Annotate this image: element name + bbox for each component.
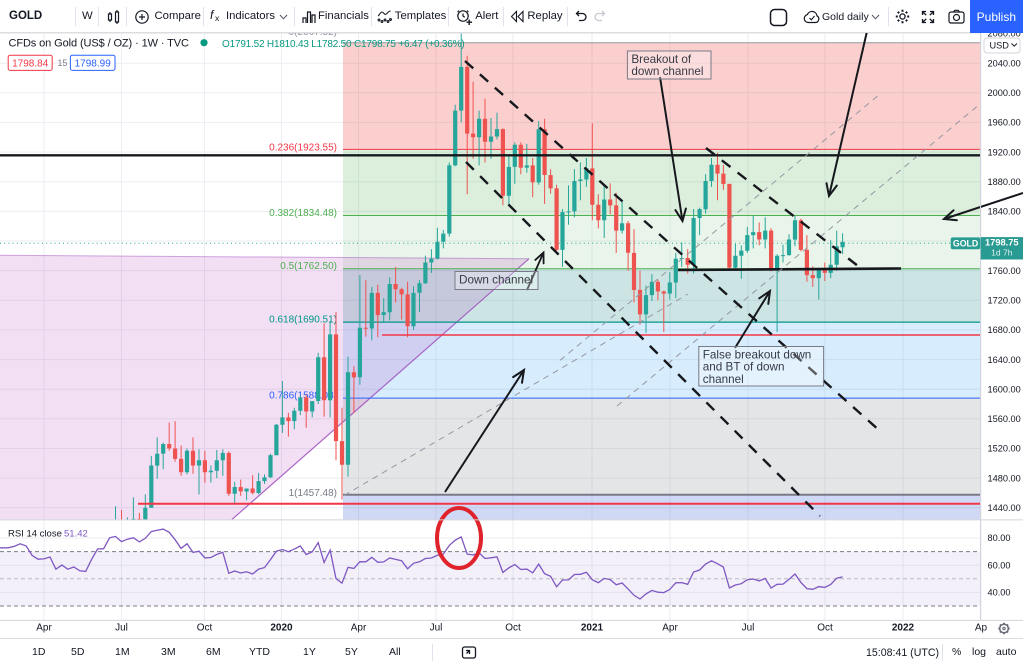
svg-text:1798.84: 1798.84 [12,58,49,69]
svg-text:40.00: 40.00 [988,588,1011,598]
svg-text:0.786(1588.03): 0.786(1588.03) [269,390,337,401]
svg-text:1440.00: 1440.00 [988,503,1021,513]
svg-text:False breakout down: False breakout down [703,348,812,361]
svg-text:2020: 2020 [270,623,293,634]
svg-text:1960.00: 1960.00 [988,118,1021,128]
svg-text:1760.00: 1760.00 [988,266,1021,276]
svg-text:Oct: Oct [197,623,213,634]
svg-text:15: 15 [58,58,68,68]
svg-text:Jul: Jul [115,623,128,634]
svg-text:0.618(1690.51): 0.618(1690.51) [269,314,337,325]
svg-text:1880.00: 1880.00 [988,177,1021,187]
svg-text:2021: 2021 [581,623,604,634]
svg-text:Jul: Jul [430,623,443,634]
svg-text:1480.00: 1480.00 [988,473,1021,483]
svg-text:Apr: Apr [36,623,52,634]
svg-text:O1791.52 H1810.43 L1782.50: O1791.52 H1810.43 L1782.50 C1798.75 +6.4… [222,39,464,50]
svg-text:2000.00: 2000.00 [988,88,1021,98]
svg-text:GOLD: GOLD [953,238,978,248]
svg-text:Ap: Ap [975,623,988,634]
svg-text:Breakout of: Breakout of [631,53,692,66]
svg-text:Jul: Jul [742,623,755,634]
svg-text:USD: USD [990,41,1010,51]
svg-text:Apr: Apr [662,623,678,634]
svg-text:and BT of down: and BT of down [703,361,785,374]
svg-text:2080.00: 2080.00 [988,29,1021,39]
svg-text:1520.00: 1520.00 [988,444,1021,454]
svg-text:RSI 14 close: RSI 14 close [8,529,62,540]
svg-text:channel: channel [703,373,744,386]
svg-text:60.00: 60.00 [988,560,1011,570]
svg-text:Oct: Oct [505,623,521,634]
svg-text:1d 7h: 1d 7h [991,248,1013,258]
svg-text:CFDs on Gold (US$ / OZ) · 1W ·: CFDs on Gold (US$ / OZ) · 1W · TVC [9,38,190,50]
svg-text:Down channel: Down channel [459,273,533,286]
svg-text:down channel: down channel [631,65,703,78]
svg-text:1920.00: 1920.00 [988,147,1021,157]
svg-text:0.382(1834.48): 0.382(1834.48) [269,208,337,219]
svg-text:1680.00: 1680.00 [988,325,1021,335]
svg-text:Oct: Oct [817,623,833,634]
svg-text:0.5(1762.50): 0.5(1762.50) [280,261,337,272]
svg-text:Apr: Apr [351,623,367,634]
svg-text:0.236(1923.55): 0.236(1923.55) [269,142,337,153]
svg-text:1798.99: 1798.99 [75,58,112,69]
svg-text:1600.00: 1600.00 [988,384,1021,394]
svg-text:1840.00: 1840.00 [988,207,1021,217]
svg-text:1640.00: 1640.00 [988,355,1021,365]
svg-text:51.42: 51.42 [64,529,88,540]
svg-text:80.00: 80.00 [988,533,1011,543]
svg-text:1560.00: 1560.00 [988,414,1021,424]
svg-text:1720.00: 1720.00 [988,296,1021,306]
svg-text:1(1457.48): 1(1457.48) [289,488,337,499]
svg-text:2022: 2022 [892,623,915,634]
svg-text:1798.75: 1798.75 [985,237,1019,247]
svg-text:2040.00: 2040.00 [988,58,1021,68]
